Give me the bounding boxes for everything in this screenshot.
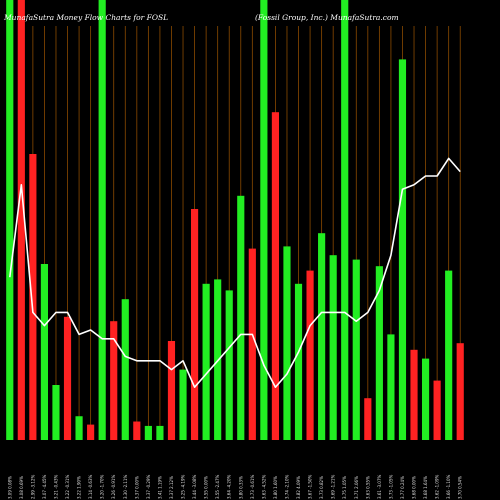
money-flow-bar-up: [375, 266, 383, 440]
money-flow-bar-up: [144, 425, 152, 440]
money-flow-bar-up: [75, 416, 83, 440]
x-tick-label: 3.55 0.00%: [204, 476, 209, 499]
money-flow-bar-down: [456, 343, 464, 440]
x-tick-label: 3.68 0.00%: [412, 476, 417, 499]
x-tick-label: 3.66 -1.10%: [446, 474, 451, 499]
money-flow-bar-up: [283, 246, 291, 440]
x-tick-label: 3.61 -3.07%: [377, 474, 382, 499]
money-flow-bar-down: [306, 270, 314, 440]
x-tick-label: 2.99 -3.12%: [30, 474, 35, 499]
x-tick-label: 3.41 1.19%: [157, 476, 162, 499]
money-flow-bar-down: [133, 421, 141, 440]
money-flow-bar-down: [433, 380, 441, 440]
chart-title-right: (Fossil Group, Inc.) MunafaSutra.com: [255, 13, 399, 22]
money-flow-bar-down: [110, 321, 118, 440]
x-tick-label: 3.37 2.12%: [169, 476, 174, 499]
money-flow-bar-down: [29, 154, 37, 440]
x-tick-label: 3.63 0.55%: [365, 476, 370, 499]
money-flow-bar-up: [202, 283, 210, 440]
money-flow-bar-down: [248, 248, 256, 440]
x-tick-label: 3.64 -4.20%: [227, 474, 232, 499]
x-tick-label: 3.80 1.60%: [273, 476, 278, 499]
money-flow-bar-up: [387, 334, 395, 440]
x-tick-label: 3.26 -0.91%: [111, 474, 116, 499]
x-tick-label: 3.07 -4.45%: [42, 474, 47, 499]
money-flow-bar-up: [421, 358, 430, 440]
x-tick-label: 3.73 -1.05%: [388, 474, 393, 499]
money-flow-bars: [6, 0, 464, 441]
x-tick-label: 3.25 -4.19%: [181, 474, 186, 499]
x-tick-label: 3.62 -1.09%: [435, 474, 440, 499]
x-tick-label: 3.37 -0.29%: [146, 474, 151, 499]
money-flow-bar-down: [87, 424, 95, 440]
money-flow-bar-up: [156, 425, 164, 440]
x-tick-label: 3.09 0.08%: [7, 476, 12, 499]
money-flow-bar-down: [17, 0, 25, 440]
money-flow-bar-up: [52, 385, 60, 440]
x-tick-label: 3.75 1.05%: [342, 476, 347, 499]
x-tick-label: 3.70 0.54%: [458, 476, 463, 499]
money-flow-bar-up: [445, 270, 453, 440]
x-tick-label: 3.22 1.90%: [77, 476, 82, 499]
money-flow-bar-down: [63, 316, 72, 440]
money-flow-bar-up: [318, 233, 326, 440]
chart-title-left: MunafaSutra Money Flow Charts for FOSL: [3, 13, 168, 22]
x-tick-label: 3.68 1.64%: [423, 476, 428, 499]
money-flow-bar-up: [6, 0, 14, 440]
x-tick-label: 3.44 -3.08%: [192, 474, 197, 499]
money-flow-bar-up: [237, 195, 245, 440]
x-tick-label: 3.71 2.06%: [354, 476, 359, 499]
x-tick-label: 3.20 -1.70%: [100, 474, 105, 499]
x-tick-label: 3.55 -2.47%: [215, 474, 220, 499]
x-tick-label: 3.22 -0.31%: [65, 474, 70, 499]
money-flow-bar-up: [40, 264, 48, 440]
money-flow-bar-up: [179, 369, 187, 440]
x-tick-label: 3.69 -1.21%: [331, 474, 336, 499]
x-tick-label: 3.14 -0.63%: [88, 474, 93, 499]
money-flow-bar-up: [352, 259, 360, 440]
money-flow-bar-up: [398, 59, 407, 441]
money-flow-bar-up: [98, 0, 106, 440]
money-flow-bar-up: [294, 283, 303, 440]
x-tick-label: 3.80 0.33%: [238, 476, 243, 499]
x-tick-label: 3.73 -0.61%: [250, 474, 255, 499]
x-tick-label: 3.67 -1.50%: [308, 474, 313, 499]
x-tick-label: 3.08 0.69%: [19, 476, 24, 499]
x-tick-label: 3.21 -0.43%: [53, 474, 58, 499]
x-tick-label: 3.77 0.24%: [400, 476, 405, 499]
money-flow-bar-up: [341, 0, 349, 440]
money-flow-bar-up: [121, 299, 129, 440]
money-flow-bar-down: [410, 349, 418, 440]
money-flow-bar-down: [364, 398, 372, 440]
x-tick-label: 3.37 0.00%: [134, 476, 139, 499]
money-flow-bar-up: [225, 290, 233, 440]
x-tick-label: 3.73 0.82%: [319, 476, 324, 499]
x-tick-labels: 3.09 0.08% 3.08 0.69% 2.99 -3.12% 3.07 -4.4…: [7, 474, 462, 499]
money-flow-bar-up: [260, 0, 268, 440]
money-flow-bar-up: [329, 255, 337, 440]
money-flow-bar-down: [271, 112, 279, 440]
x-tick-label: 3.30 -2.11%: [123, 474, 128, 499]
money-flow-bar-down: [190, 209, 199, 440]
price-line: [8, 157, 461, 389]
money-flow-bar-down: [167, 341, 176, 440]
x-tick-label: 3.82 4.09%: [296, 476, 301, 499]
x-tick-label: 3.74 -2.10%: [284, 474, 289, 499]
x-tick-label: 3.63 -4.52%: [261, 474, 266, 499]
